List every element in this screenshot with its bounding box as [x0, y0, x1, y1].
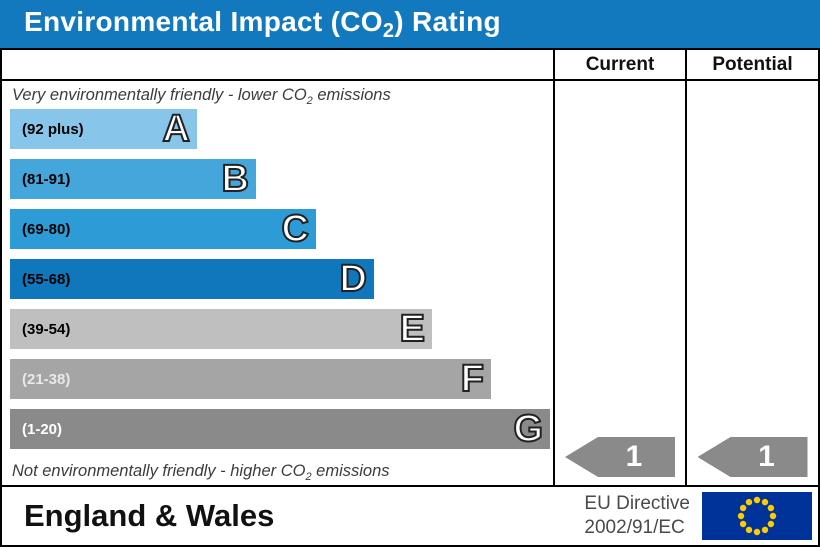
- band-e-range: (39-54): [22, 320, 71, 338]
- band-f-bar: (21-38) F: [10, 359, 491, 399]
- band-b-bar: (81-91) B: [10, 159, 256, 199]
- eu-flag-icon: [702, 492, 812, 540]
- band-row-g: (1-20) G: [10, 409, 553, 449]
- band-e-bar: (39-54) E: [10, 309, 432, 349]
- table-content-row: Very environmentally friendly - lower CO…: [2, 81, 818, 485]
- band-a-range: (92 plus): [22, 120, 84, 138]
- band-row-a: (92 plus) A: [10, 109, 553, 149]
- band-d-bar: (55-68) D: [10, 259, 374, 299]
- page-title-subscript: 2: [382, 19, 395, 42]
- band-g-letter: G: [512, 408, 544, 450]
- eu-directive-line2: 2002/91/EC: [584, 517, 685, 538]
- band-g-range: (1-20): [22, 420, 63, 438]
- potential-column: 1: [685, 81, 818, 485]
- band-row-e: (39-54) E: [10, 309, 553, 349]
- band-b-range: (81-91): [22, 170, 71, 188]
- bottom-note-subscript: 2: [305, 471, 312, 483]
- band-row-f: (21-38) F: [10, 359, 553, 399]
- band-a-bar: (92 plus) A: [10, 109, 197, 149]
- band-b-letter: B: [221, 158, 250, 200]
- bottom-note: Not environmentally friendly - higher CO…: [2, 459, 553, 485]
- potential-rating-arrow: 1: [697, 437, 808, 477]
- band-g-bar: (1-20) G: [10, 409, 550, 449]
- current-rating-value: 1: [625, 440, 643, 473]
- band-f-letter: F: [460, 358, 485, 400]
- top-note: Very environmentally friendly - lower CO…: [2, 83, 553, 109]
- band-row-d: (55-68) D: [10, 259, 553, 299]
- potential-rating-value: 1: [758, 440, 775, 473]
- top-note-text: Very environmentally friendly - lower CO: [12, 86, 307, 104]
- band-list: (92 plus) A (81-91) B (69-80) C: [2, 109, 553, 449]
- top-note-subscript: 2: [306, 95, 313, 107]
- column-header-potential: Potential: [685, 50, 818, 79]
- chart-area: Very environmentally friendly - lower CO…: [2, 81, 553, 485]
- rating-table: Current Potential Very environmentally f…: [0, 48, 820, 487]
- page-title-suffix: ) Rating: [394, 5, 501, 37]
- band-e-letter: E: [399, 308, 426, 350]
- band-f-range: (21-38): [22, 370, 71, 388]
- column-header-current: Current: [553, 50, 685, 79]
- page-title: Environmental Impact (CO2) Rating: [24, 6, 501, 43]
- page-title-text: Environmental Impact (CO: [24, 5, 383, 37]
- bottom-note-text: Not environmentally friendly - higher CO: [12, 462, 306, 480]
- current-rating-arrow: 1: [565, 437, 675, 477]
- top-note-suffix: emissions: [312, 86, 391, 104]
- footer: England & Wales EU Directive 2002/91/EC: [0, 487, 820, 547]
- column-header-chart: [2, 50, 553, 79]
- bottom-note-suffix: emissions: [311, 462, 390, 480]
- eu-directive-line1: EU Directive: [584, 493, 690, 514]
- region-label: England & Wales: [24, 498, 275, 533]
- table-header-row: Current Potential: [2, 50, 818, 81]
- band-a-letter: A: [162, 108, 191, 150]
- band-d-letter: D: [339, 258, 368, 300]
- band-row-c: (69-80) C: [10, 209, 553, 249]
- band-c-range: (69-80): [22, 220, 71, 238]
- eu-directive-label: EU Directive 2002/91/EC: [584, 492, 690, 540]
- title-bar: Environmental Impact (CO2) Rating: [0, 0, 820, 48]
- band-row-b: (81-91) B: [10, 159, 553, 199]
- band-c-letter: C: [281, 208, 310, 250]
- band-c-bar: (69-80) C: [10, 209, 316, 249]
- band-d-range: (55-68): [22, 270, 71, 288]
- current-column: 1: [553, 81, 685, 485]
